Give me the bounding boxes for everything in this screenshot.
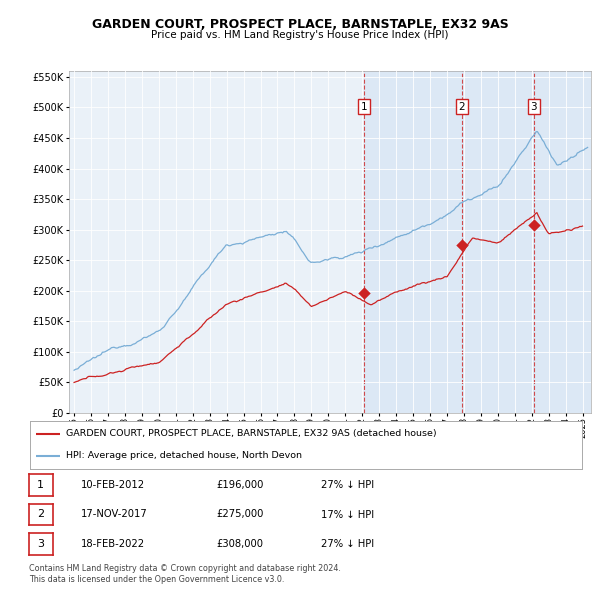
Text: 27% ↓ HPI: 27% ↓ HPI [321, 480, 374, 490]
Text: 18-FEB-2022: 18-FEB-2022 [81, 539, 145, 549]
Text: 1: 1 [37, 480, 44, 490]
Text: GARDEN COURT, PROSPECT PLACE, BARNSTAPLE, EX32 9AS (detached house): GARDEN COURT, PROSPECT PLACE, BARNSTAPLE… [66, 430, 437, 438]
Text: Price paid vs. HM Land Registry's House Price Index (HPI): Price paid vs. HM Land Registry's House … [151, 30, 449, 40]
Point [359, 289, 369, 298]
Bar [364, 71, 591, 413]
Text: 3: 3 [530, 101, 537, 112]
Text: GARDEN COURT, PROSPECT PLACE, BARNSTAPLE, EX32 9AS: GARDEN COURT, PROSPECT PLACE, BARNSTAPLE… [92, 18, 508, 31]
Text: HPI: Average price, detached house, North Devon: HPI: Average price, detached house, Nort… [66, 451, 302, 460]
Text: 17-NOV-2017: 17-NOV-2017 [81, 510, 148, 519]
Text: Contains HM Land Registry data © Crown copyright and database right 2024.: Contains HM Land Registry data © Crown c… [29, 565, 341, 573]
Text: 2: 2 [37, 510, 44, 519]
Point [529, 220, 539, 230]
Text: 27% ↓ HPI: 27% ↓ HPI [321, 539, 374, 549]
Text: £275,000: £275,000 [216, 510, 263, 519]
Text: This data is licensed under the Open Government Licence v3.0.: This data is licensed under the Open Gov… [29, 575, 284, 584]
Point [457, 240, 467, 250]
Text: £308,000: £308,000 [216, 539, 263, 549]
Text: £196,000: £196,000 [216, 480, 263, 490]
Text: 17% ↓ HPI: 17% ↓ HPI [321, 510, 374, 519]
Text: 10-FEB-2012: 10-FEB-2012 [81, 480, 145, 490]
Text: 1: 1 [361, 101, 367, 112]
Text: 3: 3 [37, 539, 44, 549]
Text: 2: 2 [458, 101, 465, 112]
